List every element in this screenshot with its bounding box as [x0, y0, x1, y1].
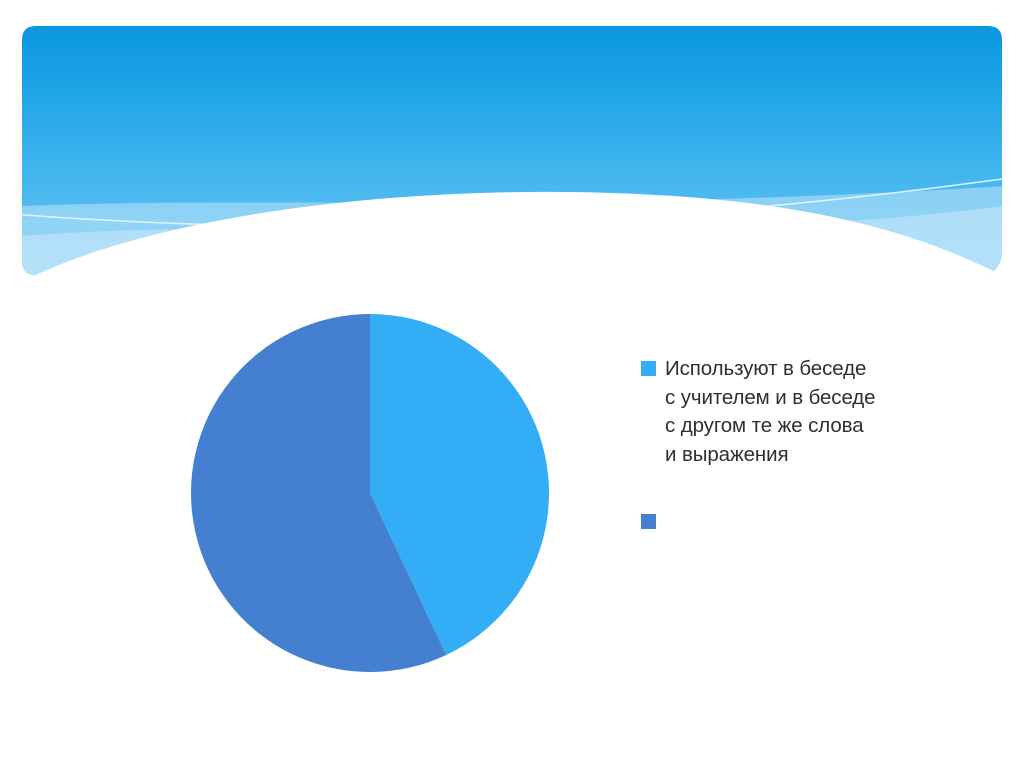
legend-swatch-icon — [641, 514, 656, 529]
wave-white-main — [22, 191, 1002, 276]
chart-area — [0, 290, 1024, 700]
chart-legend: Используют в беседе с учителем и в бесед… — [641, 355, 951, 529]
wave-band-lighter — [22, 206, 1002, 276]
wave-line-b — [331, 257, 1002, 276]
header-banner-graphic — [22, 26, 1002, 276]
pie-slice-light[interactable] — [370, 314, 549, 655]
legend-entry-label: Используют в беседе с учителем и в бесед… — [665, 357, 876, 466]
wave-line-a — [22, 177, 1002, 228]
pie-chart — [190, 314, 549, 672]
legend-entry[interactable] — [641, 514, 951, 529]
legend-swatch-icon — [641, 361, 656, 376]
legend-entry[interactable]: Используют в беседе с учителем и в бесед… — [641, 355, 951, 469]
pie-slice-dark[interactable] — [190, 314, 447, 672]
banner-gradient-fill — [22, 26, 1002, 276]
wave-band-light — [22, 186, 1002, 276]
